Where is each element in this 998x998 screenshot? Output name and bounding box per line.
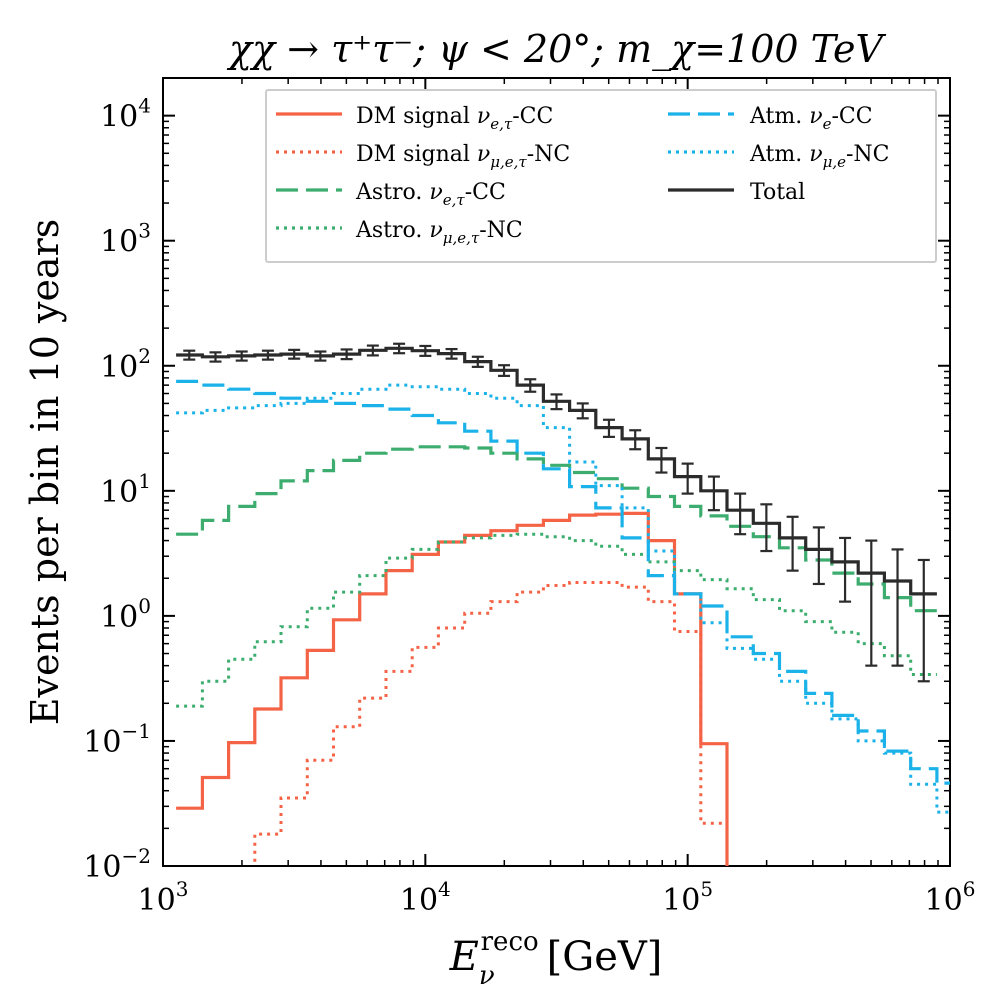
y-axis-label: Events per bin in 10 years [23, 219, 67, 726]
legend-label-3: Astro. νμ,e,τ-NC [355, 218, 523, 247]
legend-label-1: DM signal νμ,e,τ-NC [356, 142, 570, 171]
series-layer [176, 346, 950, 866]
chart-title: χχ → τ⁺τ⁻; ψ < 20°; m_χ=100 TeV [226, 27, 887, 72]
series-line-4 [176, 379, 950, 785]
series-line-2 [176, 445, 937, 613]
y-tick-label: 103 [100, 219, 151, 260]
y-tick-label: 102 [100, 344, 151, 385]
x-tick-label: 103 [138, 877, 189, 918]
plot-frame [162, 77, 951, 867]
legend-label-4: Atm. νe-CC [749, 104, 873, 133]
x-tick-label: 105 [662, 877, 713, 918]
x-tick-label: 104 [400, 877, 451, 918]
series-line-3 [176, 532, 937, 708]
y-tick-label: 10−1 [83, 719, 151, 760]
legend-label-2: Astro. νe,τ-CC [355, 180, 506, 209]
series-line-6 [176, 346, 937, 596]
legend-box [265, 89, 937, 263]
series-line-5 [176, 383, 950, 814]
legend-label-6: Total [750, 180, 805, 205]
errorbar-layer [183, 342, 930, 683]
y-tick-label: 100 [100, 594, 151, 635]
series-line-0 [176, 511, 729, 866]
axis-ticks: 103 104 105 106 10−2 10−1 100 101 102 103 104 [83, 77, 976, 918]
y-tick-label: 10−2 [83, 844, 151, 885]
series-line-1 [253, 581, 729, 866]
legend: DM signal νe,τ-CC DM signal νμ,e,τ-NC Astr… [265, 89, 937, 263]
y-tick-label: 104 [100, 94, 151, 135]
legend-label-5: Atm. νμ,e-NC [749, 142, 890, 171]
legend-label-0: DM signal νe,τ-CC [356, 104, 553, 133]
x-axis-label: Eνreco [GeV] [449, 927, 663, 991]
y-tick-label: 101 [100, 469, 151, 510]
x-tick-label: 106 [925, 877, 976, 918]
